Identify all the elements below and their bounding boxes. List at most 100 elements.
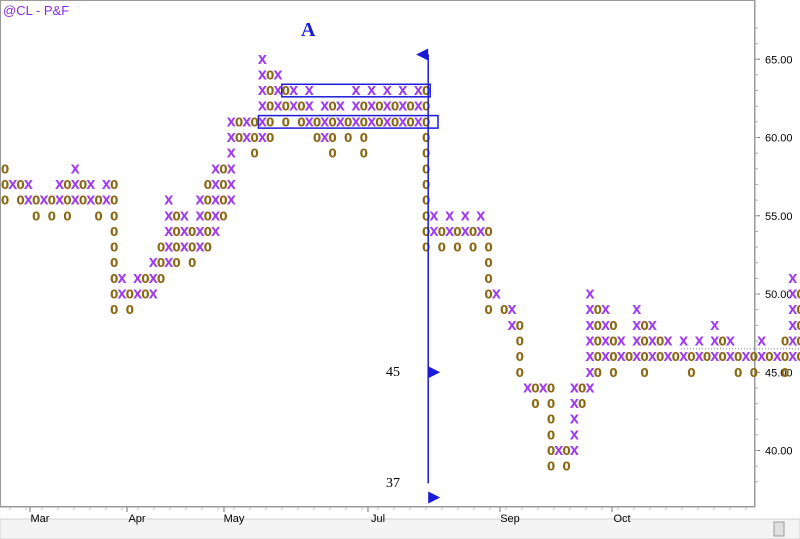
x-box: X — [679, 350, 689, 364]
x-box: X — [320, 100, 330, 114]
o-box: 0 — [266, 100, 274, 114]
x-box: X — [539, 381, 549, 395]
o-box: 0 — [640, 350, 648, 364]
count-start-arrow — [416, 48, 429, 61]
o-box: 0 — [79, 178, 87, 192]
o-box: 0 — [282, 115, 290, 129]
x-box: X — [367, 115, 377, 129]
x-box: X — [601, 350, 611, 364]
o-box: 0 — [796, 350, 800, 364]
pnf-column: X — [39, 194, 49, 208]
pnf-column: 00 — [750, 350, 758, 380]
pnf-column: 00 — [453, 225, 461, 255]
x-box: X — [773, 350, 783, 364]
o-box: 0 — [562, 444, 570, 458]
x-box: X — [320, 131, 330, 145]
o-box: 0 — [594, 350, 602, 364]
o-box: 0 — [328, 100, 336, 114]
x-box: X — [601, 319, 611, 333]
o-box: 0 — [406, 100, 414, 114]
scrollbar-thumb[interactable] — [773, 521, 785, 537]
o-box: 0 — [703, 350, 711, 364]
o-box: 0 — [438, 225, 446, 239]
x-box: X — [632, 319, 642, 333]
o-box: 0 — [516, 366, 524, 380]
pnf-column: XX — [336, 100, 346, 130]
pnf-column: XX — [102, 178, 112, 208]
o-box: 0 — [609, 319, 617, 333]
o-box: 0 — [796, 319, 800, 333]
pnf-column: XXX — [149, 256, 159, 301]
pnf-column: X — [554, 444, 564, 458]
o-box: 0 — [360, 115, 368, 129]
o-box: 0 — [235, 115, 243, 129]
o-box: 0 — [484, 256, 492, 270]
x-box: X — [289, 100, 299, 114]
pnf-column: 0 — [703, 350, 711, 364]
x-box: X — [695, 334, 705, 348]
o-box: 0 — [796, 303, 800, 317]
x-box: X — [710, 334, 720, 348]
x-box: X — [227, 115, 237, 129]
o-box: 0 — [1, 194, 9, 208]
pnf-column: 00 — [687, 350, 695, 380]
o-box: 0 — [422, 115, 430, 129]
x-axis-months: Mar Apr May Jul Sep Oct — [9, 507, 747, 525]
pnf-column: XXX — [305, 84, 315, 129]
x-box: X — [461, 209, 471, 223]
o-box: 0 — [204, 225, 212, 239]
pnf-column: XX — [429, 209, 439, 239]
x-box: X — [788, 334, 798, 348]
x-box: X — [258, 53, 268, 67]
x-box: X — [180, 225, 190, 239]
o-box: 0 — [313, 115, 321, 129]
y-tick-label: 65.00 — [765, 54, 793, 66]
x-box: X — [601, 303, 611, 317]
x-box: X — [570, 397, 580, 411]
o-box: 0 — [562, 460, 570, 474]
y-tick-label: 40.00 — [765, 446, 793, 458]
pnf-column: 00 — [79, 178, 87, 208]
pnf-column: XXX — [71, 162, 81, 207]
pnf-column: 00 — [375, 100, 383, 130]
x-box: X — [757, 350, 767, 364]
horizontal-scrollbar[interactable] — [0, 518, 800, 539]
x-box: X — [398, 84, 408, 98]
pnf-column: X — [492, 288, 502, 302]
o-box: 0 — [110, 288, 118, 302]
pnf-column: 00 — [391, 100, 399, 130]
x-box: X — [86, 178, 96, 192]
o-box: 0 — [375, 115, 383, 129]
x-box: X — [476, 209, 486, 223]
o-box: 0 — [110, 272, 118, 286]
pnf-column: X — [8, 178, 18, 192]
o-box: 0 — [484, 288, 492, 302]
highlight-boxes — [257, 83, 439, 129]
o-box: 0 — [391, 100, 399, 114]
x-box: X — [710, 350, 720, 364]
x-month-label: Apr — [128, 513, 145, 525]
x-month-label: May — [224, 513, 245, 525]
o-box: 0 — [282, 84, 290, 98]
pnf-column: 0 — [765, 350, 773, 364]
pnf-column: XX — [757, 334, 767, 364]
highlight-box — [281, 83, 431, 98]
x-box: X — [336, 115, 346, 129]
y-tick-label: 45.00 — [765, 367, 793, 379]
x-box: X — [757, 334, 767, 348]
x-box: X — [273, 68, 283, 82]
x-box: X — [617, 334, 627, 348]
x-box: X — [741, 350, 751, 364]
o-box: 0 — [609, 366, 617, 380]
o-box: 0 — [781, 350, 789, 364]
o-box: 0 — [141, 288, 149, 302]
pnf-column: XXX — [180, 209, 190, 254]
